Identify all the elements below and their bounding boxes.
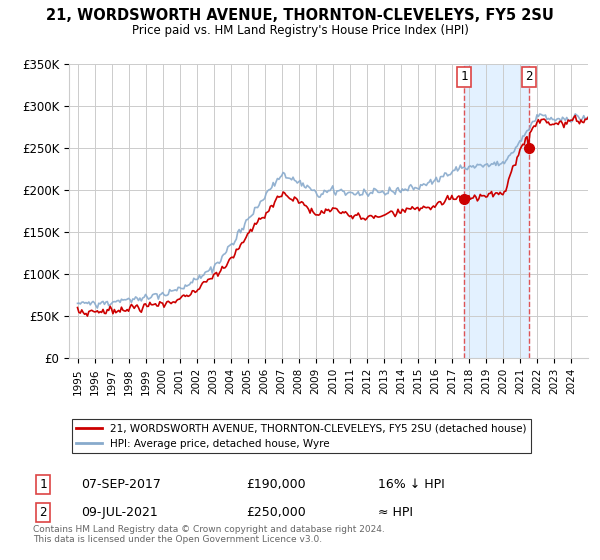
Text: 09-JUL-2021: 09-JUL-2021 — [81, 506, 158, 519]
Text: Contains HM Land Registry data © Crown copyright and database right 2024.
This d: Contains HM Land Registry data © Crown c… — [33, 525, 385, 544]
Text: 21, WORDSWORTH AVENUE, THORNTON-CLEVELEYS, FY5 2SU: 21, WORDSWORTH AVENUE, THORNTON-CLEVELEY… — [46, 8, 554, 24]
Text: 16% ↓ HPI: 16% ↓ HPI — [378, 478, 445, 491]
Text: Price paid vs. HM Land Registry's House Price Index (HPI): Price paid vs. HM Land Registry's House … — [131, 24, 469, 36]
Text: 1: 1 — [40, 478, 47, 491]
Text: 1: 1 — [460, 71, 467, 83]
Text: 2: 2 — [525, 71, 533, 83]
Legend: 21, WORDSWORTH AVENUE, THORNTON-CLEVELEYS, FY5 2SU (detached house), HPI: Averag: 21, WORDSWORTH AVENUE, THORNTON-CLEVELEY… — [71, 419, 531, 453]
Text: £250,000: £250,000 — [246, 506, 306, 519]
Text: 07-SEP-2017: 07-SEP-2017 — [81, 478, 161, 491]
Text: £190,000: £190,000 — [246, 478, 305, 491]
Bar — [464, 64, 529, 358]
Text: 2: 2 — [40, 506, 47, 519]
Text: ≈ HPI: ≈ HPI — [378, 506, 413, 519]
